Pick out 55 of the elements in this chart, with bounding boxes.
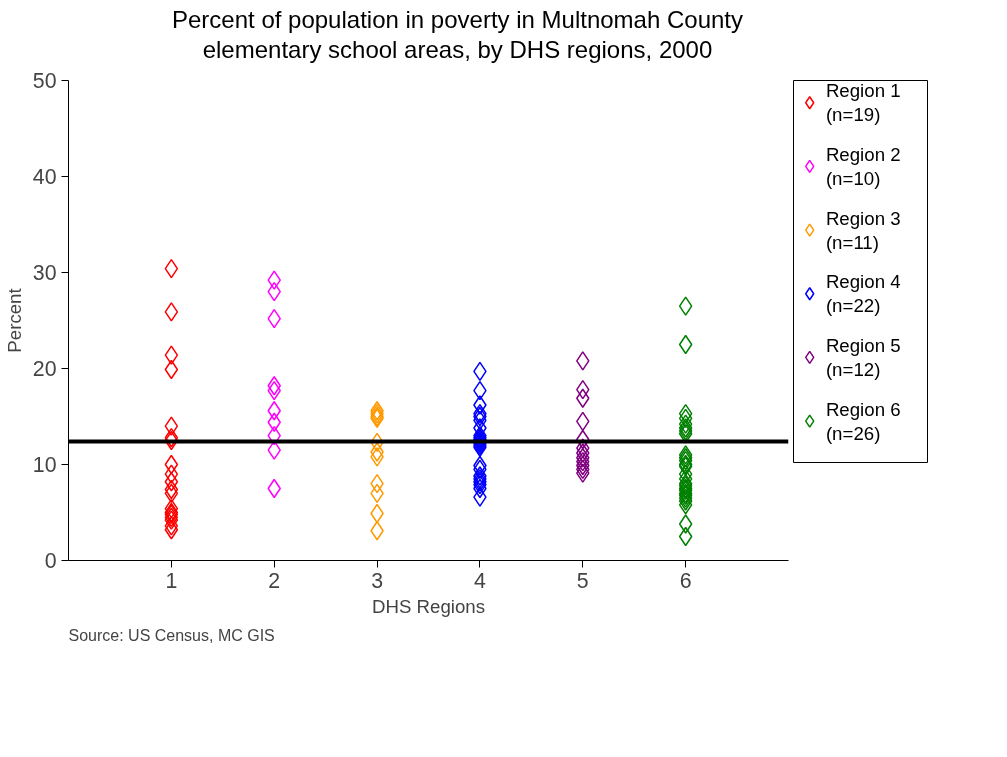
point <box>678 296 693 316</box>
legend-label: Region 1 (n=19) <box>825 80 901 126</box>
point <box>473 395 487 415</box>
legend-label: Region 3 (n=11) <box>825 207 901 253</box>
point <box>576 463 590 483</box>
point <box>164 498 179 519</box>
legend-label: Region 6 (n=26) <box>825 398 901 444</box>
y-tick-label: 40 <box>32 165 57 189</box>
y-tick-label: 50 <box>32 69 57 93</box>
point <box>164 454 179 475</box>
chart-title: Percent of population in poverty in Multnomah County elementary school areas, by DHS regions, 2000 <box>172 5 743 65</box>
x-tick-label: 2 <box>268 568 281 593</box>
point <box>164 516 179 536</box>
x-tick-label: 4 <box>474 568 486 593</box>
point <box>370 447 384 467</box>
point <box>164 483 179 504</box>
point <box>678 334 693 355</box>
point <box>576 448 590 468</box>
point <box>678 495 693 515</box>
point <box>473 487 487 507</box>
point <box>678 526 693 547</box>
point <box>678 408 693 429</box>
point <box>164 359 179 380</box>
legend-label: Region 4 (n=22) <box>825 271 901 317</box>
point <box>267 270 281 290</box>
point <box>576 351 590 371</box>
x-tick-label: 5 <box>576 568 589 593</box>
x-tick-label: 1 <box>165 568 178 593</box>
point <box>164 520 179 540</box>
point <box>164 302 179 322</box>
point <box>267 376 281 396</box>
y-tick-label: 10 <box>32 453 57 477</box>
x-axis-title: DHS Regions <box>371 595 486 617</box>
point <box>164 258 179 279</box>
x-tick-label: 6 <box>679 568 692 593</box>
y-tick-label: 20 <box>32 357 57 381</box>
legend-label: Region 2 (n=10) <box>825 143 901 190</box>
point <box>678 514 693 534</box>
point <box>370 442 384 462</box>
point <box>164 416 179 436</box>
x-tick-label: 3 <box>371 568 384 593</box>
legend-label: Region 5 (n=12) <box>825 334 901 381</box>
point <box>164 464 179 484</box>
point <box>164 479 179 500</box>
point <box>164 345 179 365</box>
y-tick-label: 0 <box>44 549 57 573</box>
y-axis-title: Percent <box>3 287 25 353</box>
point <box>164 472 179 492</box>
source-note: Source: US Census, MC GIS <box>68 626 275 644</box>
point <box>678 403 693 424</box>
point <box>678 414 693 434</box>
y-tick-label: 30 <box>32 261 57 285</box>
point <box>267 440 281 460</box>
point <box>678 464 693 484</box>
point <box>576 443 590 463</box>
